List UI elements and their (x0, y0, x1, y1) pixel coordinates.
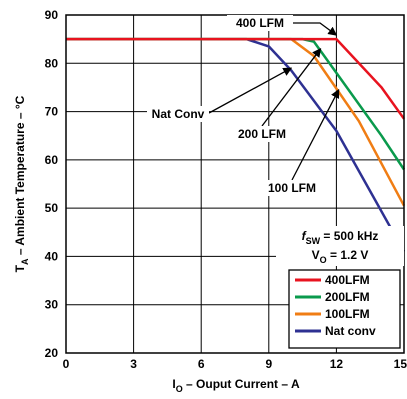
legend-entry: 400LFM (325, 273, 370, 287)
annotations: 400 LFM Nat Conv 200 LFM 100 LFM (147, 15, 340, 196)
y-tick-label: 30 (45, 298, 59, 312)
legend-entry: Nat conv (325, 324, 376, 338)
annotation-arrow (208, 67, 293, 114)
x-tick-label: 12 (330, 357, 344, 371)
y-tick-label: 50 (45, 201, 59, 215)
series-line-100lfm (66, 37, 406, 207)
x-axis-label: IO – Ouput Current – A (172, 377, 300, 394)
y-tick-label: 80 (45, 56, 59, 70)
y-tick-label: 70 (45, 105, 59, 119)
y-tick-label: 90 (45, 8, 59, 22)
annotation-bg (260, 180, 324, 196)
annotation-arrow (291, 88, 340, 181)
tick-labels: 0 3 6 9 12 15 20 30 40 50 60 70 80 90 (45, 8, 407, 371)
x-tick-label: 9 (265, 357, 272, 371)
annotation-arrow (292, 22, 338, 36)
series-layer (66, 37, 406, 253)
annotation-label: 400 LFM (236, 16, 284, 30)
series-line-400lfm (66, 37, 406, 120)
annotation-arrow (261, 48, 322, 127)
annotation-label: 100 LFM (268, 181, 316, 195)
y-tick-label: 40 (45, 249, 59, 263)
annotation-bg (147, 106, 209, 122)
switching-frequency-label: fSW = 500 kHz (302, 229, 379, 246)
legend-entry: 100LFM (325, 307, 370, 321)
conditions-box (276, 226, 404, 266)
annotation-label: 200 LFM (238, 127, 286, 141)
x-tick-label: 6 (198, 357, 205, 371)
y-axis-label: TA – Ambient Temperature – °C (13, 95, 30, 272)
series-line-nat-conv (66, 37, 406, 253)
y-tick-label: 60 (45, 153, 59, 167)
annotation-bg (227, 15, 293, 31)
legend: 400LFM 200LFM 100LFM Nat conv (288, 269, 401, 349)
annotation-label: Nat Conv (152, 107, 205, 121)
output-voltage-label: VO = 1.2 V (312, 248, 369, 265)
legend-entry: 200LFM (325, 290, 370, 304)
x-tick-label: 0 (63, 357, 70, 371)
y-tick-label: 20 (45, 346, 59, 360)
x-tick-label: 3 (130, 357, 137, 371)
legend-box (288, 269, 401, 349)
x-tick-label: 15 (394, 357, 407, 371)
annotation-bg (230, 126, 294, 142)
